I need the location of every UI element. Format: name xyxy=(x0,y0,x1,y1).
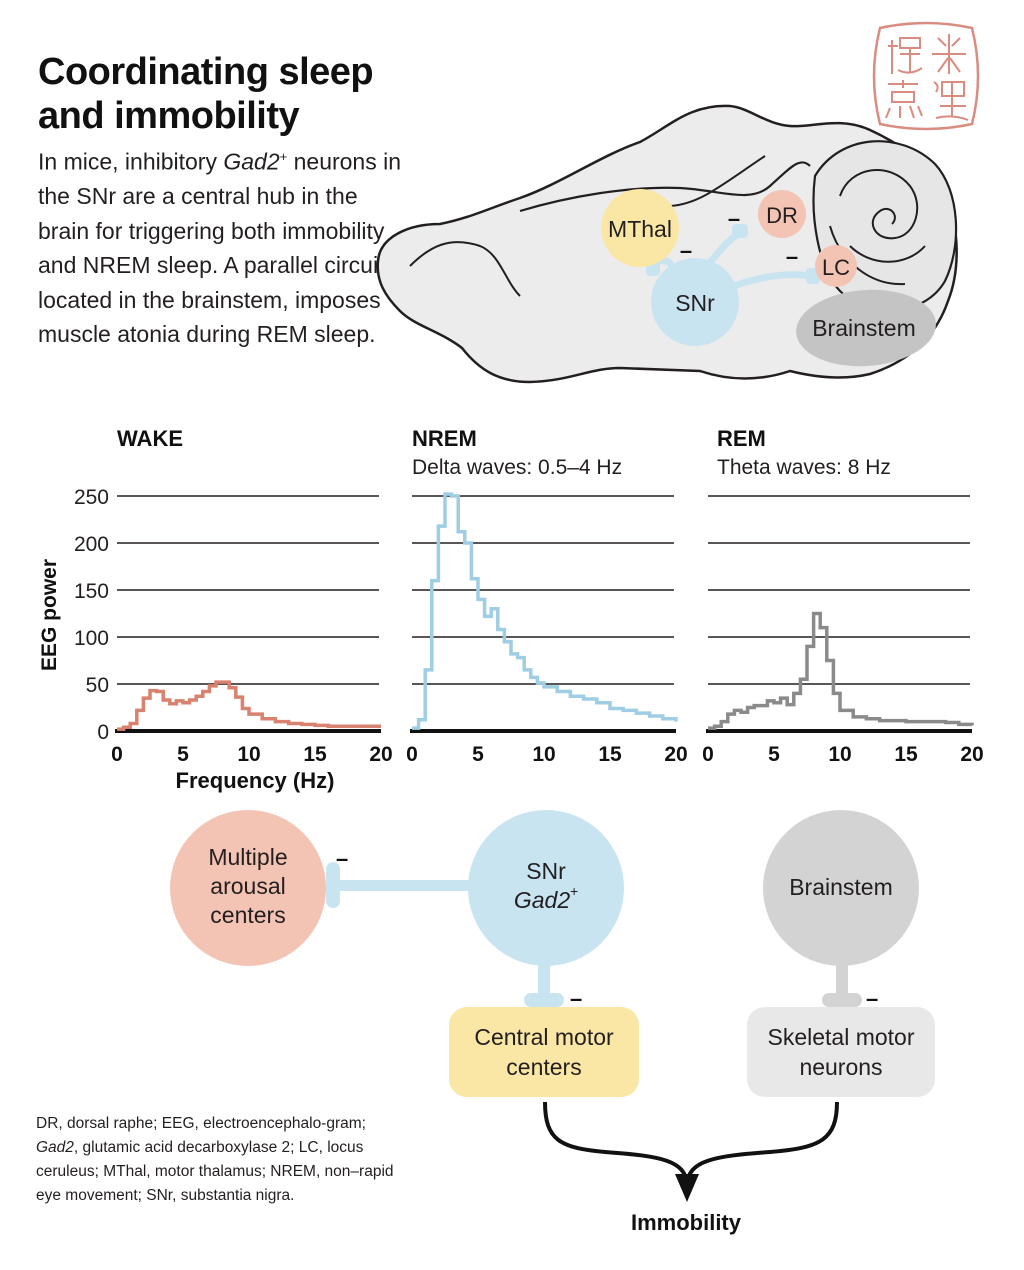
x-tick-label: 10 xyxy=(828,743,851,766)
circuit-diagram: Multiple arousal centers SNr Gad2 + Brai… xyxy=(170,810,935,1235)
arrowhead-icon xyxy=(675,1174,699,1202)
x-tick-label: 15 xyxy=(303,743,327,766)
chart-subtitle-rem: Theta waves: 8 Hz xyxy=(717,456,891,479)
chart-title-nrem: NREM xyxy=(412,426,477,451)
brainstem-label: Brainstem xyxy=(812,315,916,341)
x-tick-label: 0 xyxy=(406,743,418,766)
x-tick-label: 5 xyxy=(472,743,484,766)
y-axis-label: EEG power xyxy=(38,559,61,671)
title-line-2: and immobility xyxy=(38,95,300,137)
skeletal-motor-label-2: neurons xyxy=(799,1054,882,1080)
skeletal-motor-minus: – xyxy=(866,986,878,1011)
snr-gene-label: Gad2 xyxy=(514,887,570,913)
snr-circuit-label: SNr xyxy=(526,858,566,884)
brainstem-region xyxy=(796,289,936,367)
x-tick-label: 20 xyxy=(369,743,392,766)
footnote: DR, dorsal raphe; EEG, electroencephalo-… xyxy=(36,1112,396,1208)
y-tick-label: 250 xyxy=(74,486,109,509)
chart-rem: REM Theta waves: 8 Hz 0 5 10 15 20 xyxy=(702,426,984,766)
intro-text-2: neurons in the SNr are a central hub in … xyxy=(38,148,402,348)
x-tick-label: 20 xyxy=(664,743,687,766)
arousal-centers-node xyxy=(170,810,326,966)
central-motor-label-2: centers xyxy=(506,1054,581,1080)
mthal-minus: – xyxy=(680,238,692,263)
chart-title-rem: REM xyxy=(717,426,766,451)
x-tick-label: 0 xyxy=(111,743,123,766)
brainstem-circuit-label: Brainstem xyxy=(789,874,893,900)
snr-node xyxy=(468,810,624,966)
chart-nrem: NREM Delta waves: 0.5–4 Hz 0 5 10 15 20 xyxy=(406,426,688,766)
immobility-label: Immobility xyxy=(631,1210,742,1235)
x-tick-label: 5 xyxy=(177,743,189,766)
intro-gene: Gad2 xyxy=(223,148,280,175)
figure-title: Coordinating sleep and immobility xyxy=(38,50,418,138)
intro-gene-sup: + xyxy=(279,149,288,164)
chart-subtitle-nrem: Delta waves: 0.5–4 Hz xyxy=(412,456,622,479)
cerebellum-folds xyxy=(829,169,926,286)
x-tick-label: 5 xyxy=(768,743,780,766)
olfactory-line xyxy=(409,241,521,297)
y-tick-label: 200 xyxy=(74,533,109,556)
intro-paragraph: In mice, inhibitory Gad2+ neurons in the… xyxy=(38,140,408,352)
y-tick-label: 150 xyxy=(74,580,109,603)
central-motor-centers-box xyxy=(449,1007,639,1097)
arousal-label-2: arousal xyxy=(210,873,285,899)
lc-label: LC xyxy=(822,255,850,280)
x-tick-label: 0 xyxy=(702,743,714,766)
dr-region xyxy=(758,190,806,238)
chart-title-wake: WAKE xyxy=(117,426,183,451)
snr-to-central-connector xyxy=(538,960,550,998)
seal-glyphs xyxy=(885,34,969,121)
x-tick-label: 15 xyxy=(598,743,622,766)
x-tick-label: 10 xyxy=(532,743,555,766)
chart-wake: WAKE 0 50 100 150 200 250 0 5 10 15 20 xyxy=(74,426,393,766)
x-tick-label: 10 xyxy=(237,743,260,766)
skeletal-motor-neurons-box xyxy=(747,1007,935,1097)
dr-minus: – xyxy=(728,206,740,231)
arousal-label-3: centers xyxy=(210,902,285,928)
dr-label: DR xyxy=(766,203,798,228)
immobility-arrow xyxy=(543,1101,839,1186)
central-motor-minus: – xyxy=(570,986,582,1011)
x-axis-label: Frequency (Hz) xyxy=(176,768,335,793)
skeletal-motor-label-1: Skeletal motor xyxy=(767,1024,914,1050)
arousal-label-1: Multiple xyxy=(208,844,287,870)
lc-region xyxy=(815,245,857,287)
lc-minus: – xyxy=(786,244,798,269)
snr-label: SNr xyxy=(675,290,715,316)
footnote-text-1: DR, dorsal raphe; EEG, electroencephalo-… xyxy=(36,1115,366,1132)
series-line-rem xyxy=(708,611,974,730)
intro-text-1: In mice, inhibitory xyxy=(38,148,224,175)
footnote-text-2: , glutamic acid decarboxylase 2; LC, loc… xyxy=(36,1139,394,1204)
brainstem-node xyxy=(763,810,919,966)
arousal-minus: – xyxy=(336,846,348,871)
central-motor-label-1: Central motor xyxy=(474,1024,614,1050)
mthal-label: MThal xyxy=(608,216,672,242)
y-tick-label: 100 xyxy=(74,627,109,650)
series-line-nrem xyxy=(412,492,678,730)
series-line-wake xyxy=(117,680,381,731)
title-line-1: Coordinating sleep xyxy=(38,51,374,93)
y-tick-label: 50 xyxy=(86,674,109,697)
mthal-region xyxy=(601,189,679,267)
brainstem-to-skeletal-connector xyxy=(836,960,848,998)
x-tick-label: 15 xyxy=(894,743,918,766)
snr-gene-sup: + xyxy=(570,883,578,899)
seal-stamp xyxy=(872,21,980,131)
brain-diagram: MThal SNr DR LC Brainstem – – – xyxy=(376,104,958,384)
midbrain-line xyxy=(669,155,766,207)
footnote-gene: Gad2 xyxy=(36,1139,74,1156)
snr-to-arousal-connector xyxy=(330,880,480,891)
x-tick-label: 20 xyxy=(960,743,983,766)
y-tick-label: 0 xyxy=(97,721,109,744)
snr-region xyxy=(651,258,739,346)
